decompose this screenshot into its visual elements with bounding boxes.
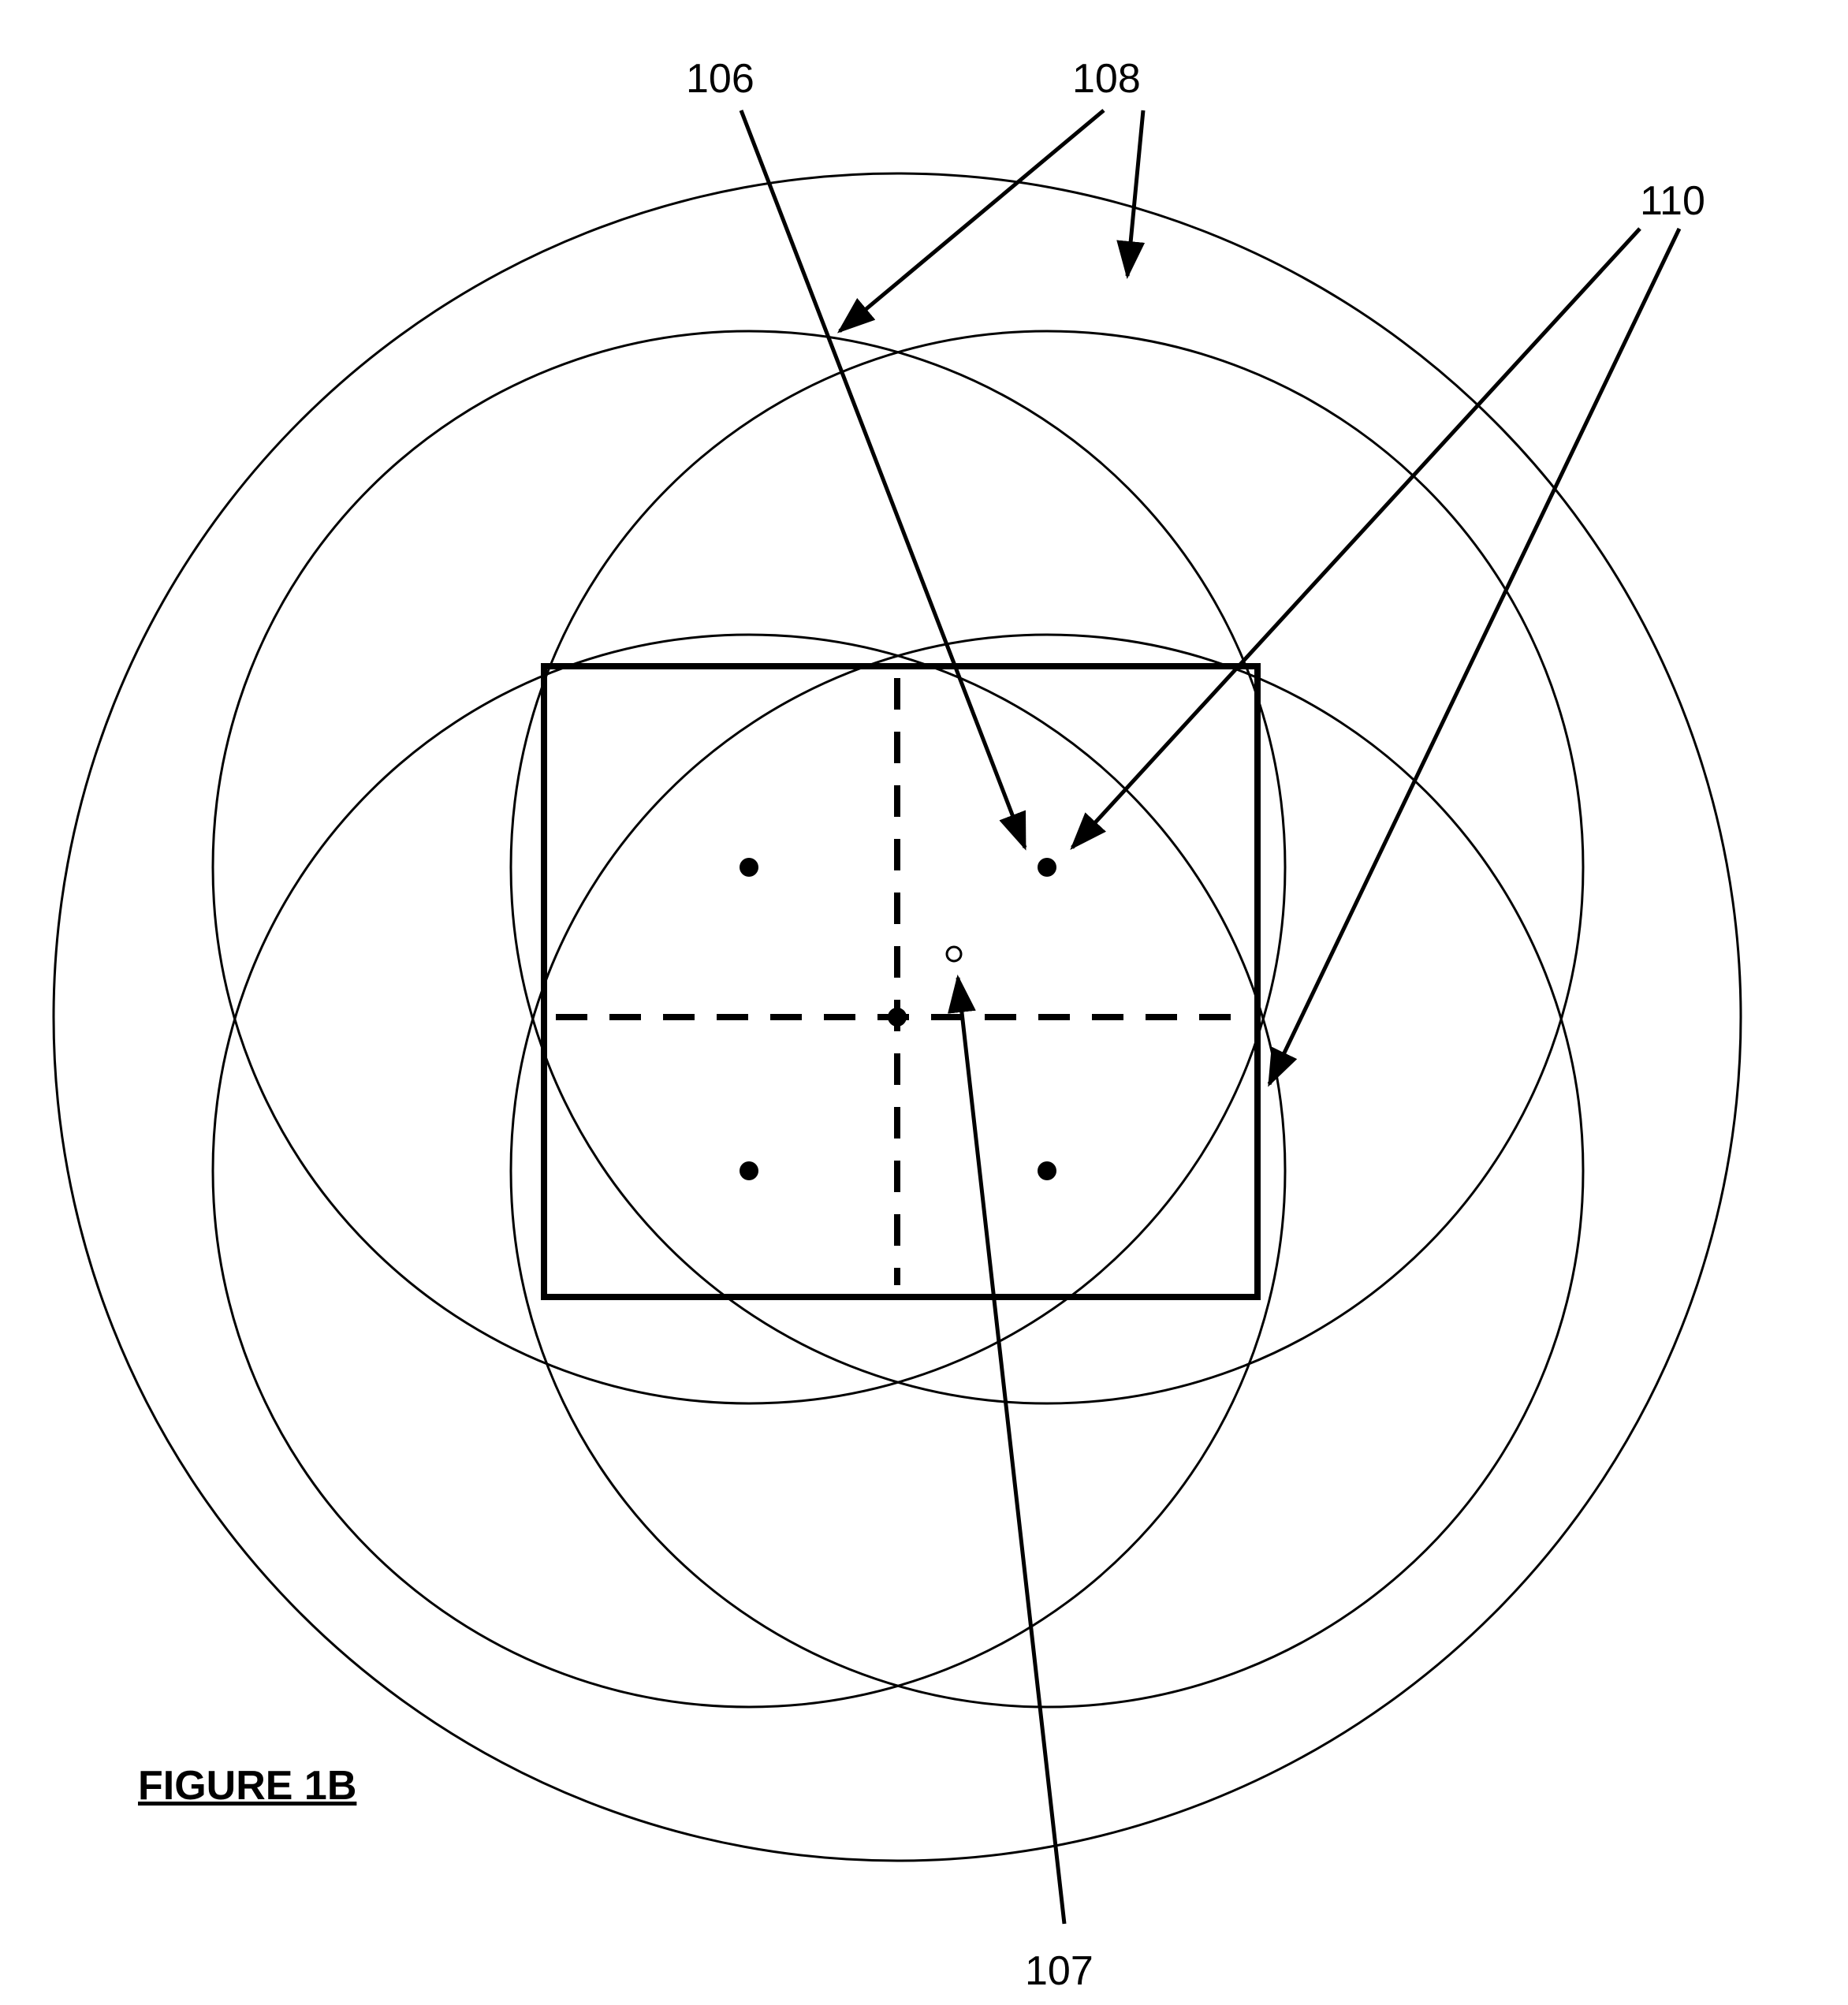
anchor-dot-2 (888, 1008, 907, 1027)
callout-106: 106 (686, 55, 754, 102)
callout-107: 107 (1025, 1947, 1094, 1995)
leader-arrow-5 (958, 978, 1064, 1924)
leader-arrow-3 (1072, 229, 1640, 848)
leader-arrow-1 (840, 110, 1104, 331)
leader-arrow-2 (1127, 110, 1143, 276)
anchor-dot-0 (740, 858, 758, 877)
anchor-dot-4 (1038, 1161, 1056, 1180)
leader-arrow-4 (1269, 229, 1679, 1084)
target-hollow-dot (947, 947, 961, 961)
anchor-dot-3 (740, 1161, 758, 1180)
callout-110: 110 (1640, 177, 1705, 225)
diagram-canvas: FIGURE 1B 106 108 110 107 (0, 0, 1848, 2005)
callout-108: 108 (1072, 55, 1141, 102)
anchor-dot-1 (1038, 858, 1056, 877)
leader-arrow-0 (741, 110, 1025, 848)
diagram-svg (0, 0, 1848, 2005)
figure-caption: FIGURE 1B (138, 1762, 356, 1809)
